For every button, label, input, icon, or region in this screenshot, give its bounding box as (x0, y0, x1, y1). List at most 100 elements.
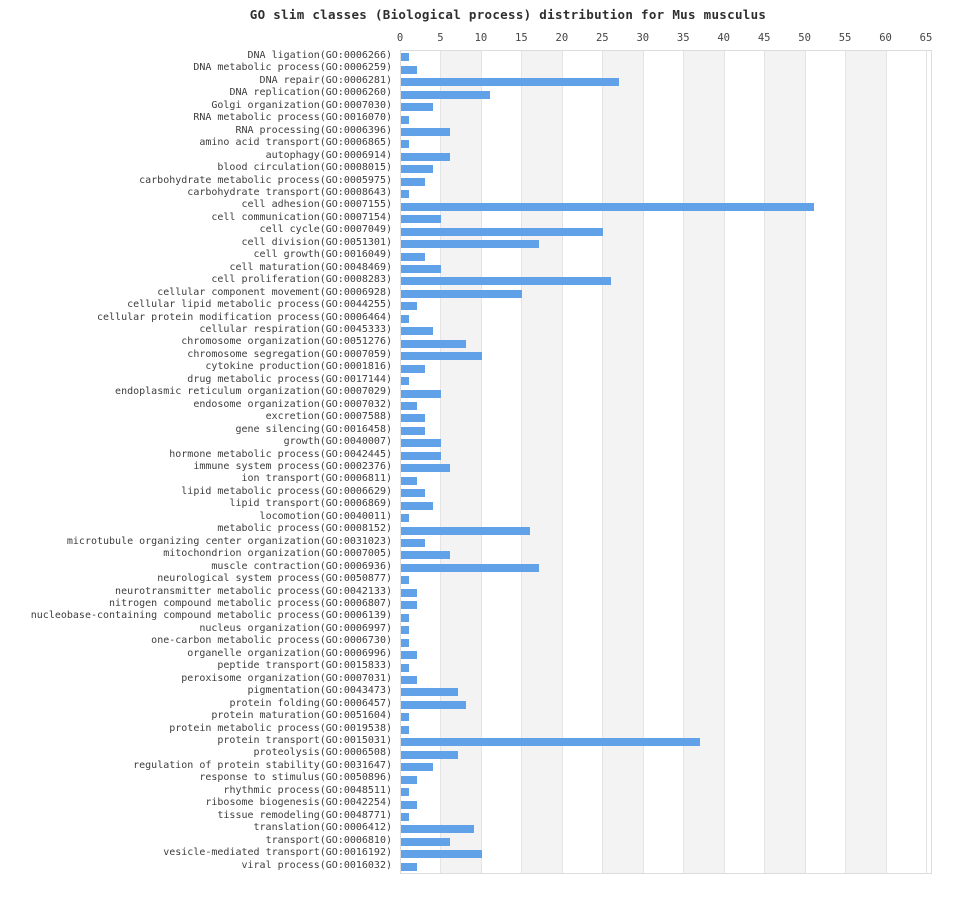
x-tick-label: 10 (474, 32, 488, 44)
category-label: endoplasmic reticulum organization(GO:00… (115, 386, 392, 398)
bar (401, 90, 490, 99)
bar (401, 115, 410, 124)
category-label: chromosome segregation(GO:0007059) (187, 348, 392, 360)
category-label: blood circulation(GO:0008015) (217, 162, 392, 174)
category-label: ion transport(GO:0006811) (241, 473, 392, 485)
bar (401, 837, 450, 846)
bar (401, 850, 482, 859)
bar (401, 264, 442, 273)
bar (401, 289, 523, 298)
x-tick-label: 45 (757, 32, 771, 44)
bar (401, 713, 410, 722)
category-label: cell maturation(GO:0048469) (229, 261, 392, 273)
bar (401, 426, 426, 435)
category-label: amino acid transport(GO:0006865) (199, 137, 392, 149)
bar (401, 675, 418, 684)
grid-band (401, 51, 442, 873)
bar (401, 538, 426, 547)
bar (401, 626, 410, 635)
x-tick-label: 40 (717, 32, 731, 44)
category-label: autophagy(GO:0006914) (265, 149, 392, 161)
bar (401, 663, 410, 672)
category-label: cell growth(GO:0016049) (253, 249, 392, 261)
bar (401, 775, 418, 784)
category-label: microtubule organizing center organizati… (66, 535, 392, 547)
grid-band (886, 51, 927, 873)
bar (401, 277, 612, 286)
bar (401, 377, 410, 386)
bar (401, 725, 410, 734)
bar (401, 576, 410, 585)
bar (401, 78, 620, 87)
category-label: peroxisome organization(GO:0007031) (181, 672, 392, 684)
bar (401, 638, 410, 647)
category-label: protein metabolic process(GO:0019538) (169, 722, 392, 734)
category-label: cell division(GO:0051301) (241, 236, 392, 248)
bar (401, 252, 426, 261)
bar (401, 140, 410, 149)
category-label: vesicle-mediated transport(GO:0016192) (163, 847, 392, 859)
bar (401, 451, 442, 460)
grid-band (846, 51, 887, 873)
category-label: nitrogen compound metabolic process(GO:0… (109, 598, 392, 609)
bar (401, 601, 418, 610)
grid-band (441, 51, 482, 873)
category-label: DNA ligation(GO:0006266) (247, 50, 393, 61)
category-label: response to stimulus(GO:0050896) (199, 772, 392, 784)
bar (401, 825, 474, 834)
bar (401, 812, 410, 821)
category-label: cellular lipid metabolic process(GO:0044… (127, 299, 392, 311)
category-label: ribosome biogenesis(GO:0042254) (205, 797, 392, 809)
bar (401, 389, 442, 398)
bar (401, 476, 418, 485)
x-tick-label: 5 (437, 32, 444, 44)
category-label: cell adhesion(GO:0007155) (241, 199, 392, 211)
bar (401, 688, 458, 697)
grid-band (603, 51, 644, 873)
bar (401, 327, 434, 336)
category-label: cell communication(GO:0007154) (211, 211, 392, 223)
category-label: metabolic process(GO:0008152) (217, 523, 392, 535)
x-tick-label: 35 (676, 32, 690, 44)
category-label: DNA repair(GO:0006281) (259, 74, 392, 86)
category-label: Golgi organization(GO:0007030) (211, 99, 392, 111)
bar (401, 700, 466, 709)
bar (401, 551, 450, 560)
category-label: cell cycle(GO:0007049) (259, 224, 392, 236)
category-label: organelle organization(GO:0006996) (187, 647, 392, 659)
category-label: protein folding(GO:0006457) (229, 697, 392, 709)
bar (401, 190, 410, 199)
bar (401, 501, 434, 510)
chart-title: GO slim classes (Biological process) dis… (249, 7, 767, 22)
bar (401, 526, 531, 535)
plot-area (400, 50, 932, 874)
category-label: rhythmic process(GO:0048511) (223, 784, 392, 796)
category-label: immune system process(GO:0002376) (193, 461, 392, 472)
category-label: chromosome organization(GO:0051276) (181, 336, 392, 348)
bar (401, 227, 604, 236)
bar (401, 352, 482, 361)
category-label: tissue remodeling(GO:0048771) (217, 809, 392, 821)
bar (401, 862, 418, 871)
x-tick-label: 15 (515, 32, 528, 44)
bar (401, 177, 426, 186)
x-tick-label: 0 (396, 32, 404, 44)
grid-band (481, 51, 523, 873)
category-label: cellular protein modification process(GO… (96, 311, 392, 323)
bar (401, 103, 434, 112)
category-label: translation(GO:0006412) (253, 822, 392, 834)
category-label: excretion(GO:0007588) (265, 411, 392, 423)
grid-band (643, 51, 685, 873)
category-label: carbohydrate transport(GO:0008643) (187, 187, 392, 198)
grid-band (684, 51, 725, 873)
x-tick-label: 50 (798, 32, 811, 44)
bar (401, 414, 426, 423)
category-label: protein maturation(GO:0051604) (211, 710, 392, 722)
category-label: locomotion(GO:0040011) (259, 510, 392, 522)
bar (401, 202, 814, 211)
category-label: one-carbon metabolic process(GO:0006730) (151, 635, 392, 647)
category-label: gene silencing(GO:0016458) (235, 423, 392, 435)
x-axis-tick-labels: 0 5 10 15 20 25 30 35 40 45 50 55 60 65 (0, 32, 980, 48)
bar (401, 152, 450, 161)
category-label: hormone metabolic process(GO:0042445) (169, 448, 392, 460)
